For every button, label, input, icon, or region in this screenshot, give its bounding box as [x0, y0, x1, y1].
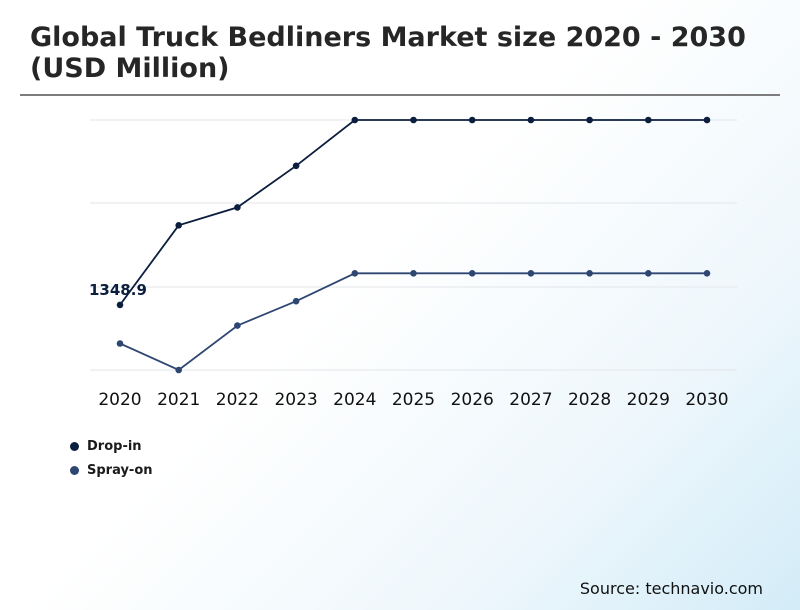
data-point-spray-on-2023 — [292, 297, 300, 305]
legend-marker-spray-on — [70, 465, 79, 475]
data-point-drop-in-2025 — [410, 116, 417, 124]
series-lines — [116, 116, 711, 374]
data-point-drop-in-2027 — [527, 116, 535, 124]
data-point-spray-on-2024 — [351, 270, 359, 277]
x-tick-label-2027: 2027 — [509, 390, 552, 410]
x-tick-label-2024: 2024 — [333, 390, 376, 410]
x-tick-label-2029: 2029 — [627, 390, 670, 410]
data-point-spray-on-2029 — [645, 270, 652, 277]
data-point-drop-in-2028 — [586, 116, 593, 124]
data-point-spray-on-2020 — [116, 340, 124, 347]
data-point-drop-in-2030 — [703, 116, 711, 124]
data-point-drop-in-2029 — [645, 116, 652, 124]
labels: 2020 2021 2022 2023 2024 2025 2026 2027 2028 2029… — [89, 281, 729, 410]
legend-label-spray-on: Spray-on — [87, 462, 153, 478]
legend-label-drop-in: Drop-in — [87, 438, 142, 454]
data-point-drop-in-2020 — [116, 301, 124, 309]
data-label-drop-in-2020: 1348.9 — [89, 281, 147, 299]
x-tick-label-2021: 2021 — [157, 390, 200, 410]
data-point-drop-in-2024 — [351, 116, 359, 124]
x-tick-label-2020: 2020 — [98, 390, 141, 410]
x-tick-label-2028: 2028 — [568, 390, 611, 410]
legend-item-spray-on[interactable]: Spray-on — [70, 458, 153, 482]
source-credit: Source: technavio.com — [579, 579, 763, 598]
data-point-spray-on-2028 — [586, 270, 593, 277]
chart-title: Global Truck Bedliners Market size 2020 … — [30, 22, 746, 84]
data-point-spray-on-2021 — [175, 366, 182, 374]
x-tick-label-2025: 2025 — [392, 390, 435, 410]
title-divider — [20, 94, 780, 96]
series-line-spray-on — [119, 272, 707, 372]
x-tick-label-2030: 2030 — [685, 390, 728, 410]
data-point-spray-on-2025 — [410, 270, 417, 277]
data-point-spray-on-2022 — [234, 322, 241, 329]
x-tick-label-2022: 2022 — [216, 390, 259, 410]
data-point-drop-in-2021 — [175, 222, 182, 229]
data-point-spray-on-2026 — [468, 270, 476, 277]
data-point-drop-in-2023 — [292, 162, 300, 170]
data-point-drop-in-2026 — [468, 116, 476, 124]
x-tick-label-2023: 2023 — [274, 390, 317, 410]
x-tick-label-2026: 2026 — [451, 390, 494, 410]
data-point-spray-on-2030 — [703, 270, 711, 277]
data-point-spray-on-2027 — [527, 270, 535, 277]
gridlines — [90, 119, 737, 371]
legend-marker-drop-in — [70, 441, 79, 451]
legend: Drop-in Spray-on — [70, 434, 153, 482]
legend-item-drop-in[interactable]: Drop-in — [70, 434, 153, 458]
series-line-drop-in — [119, 119, 707, 306]
data-point-drop-in-2022 — [234, 204, 241, 211]
